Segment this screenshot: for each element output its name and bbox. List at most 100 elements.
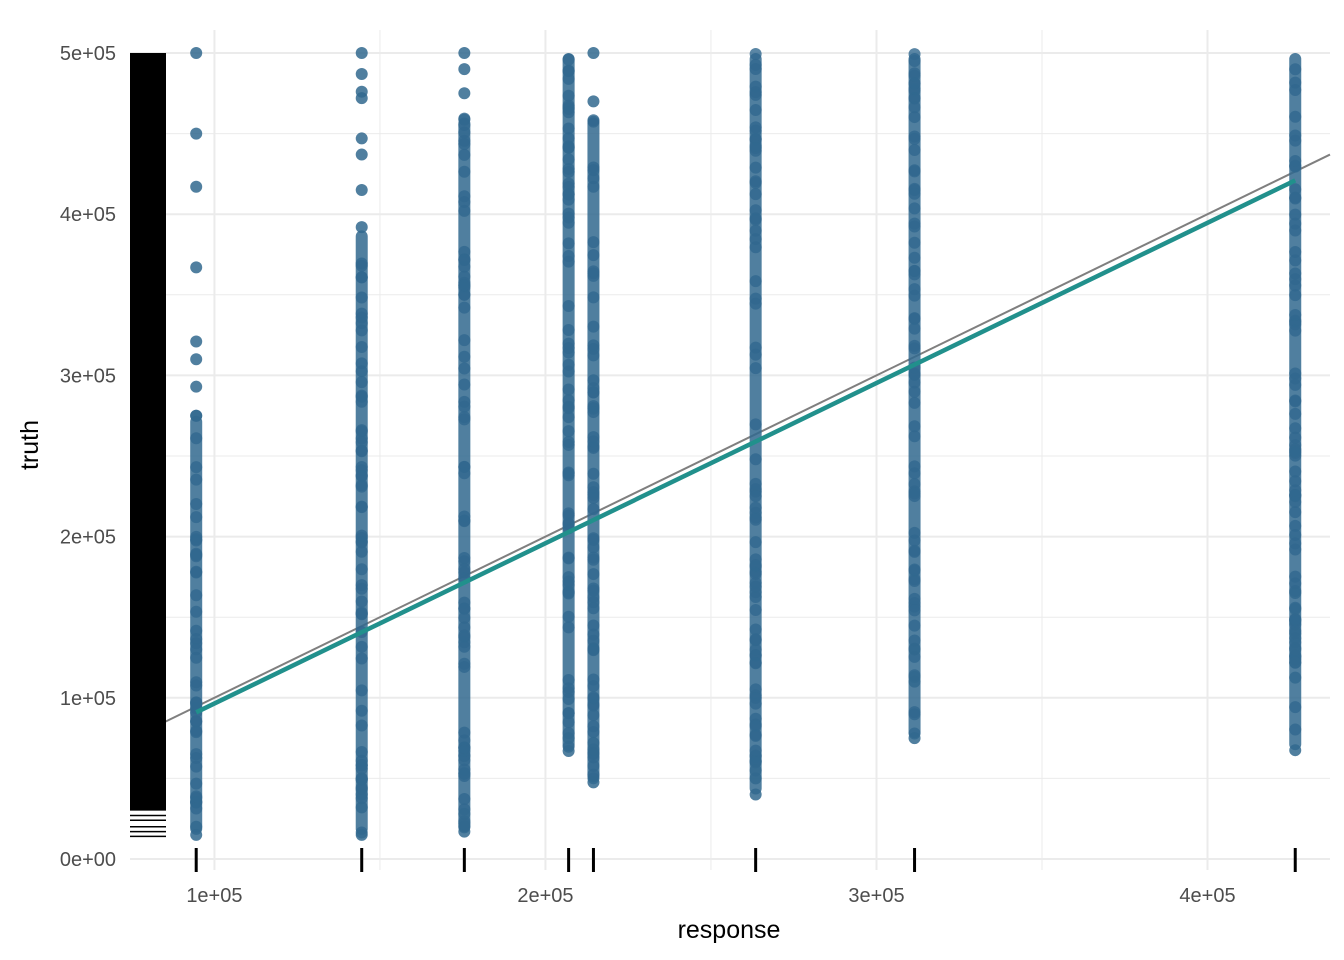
point xyxy=(1289,154,1302,167)
point xyxy=(1289,519,1302,532)
y-tick-label: 4e+05 xyxy=(60,204,116,226)
point xyxy=(749,58,762,71)
point xyxy=(355,257,368,270)
y-rug xyxy=(130,53,166,838)
point xyxy=(1289,528,1302,541)
point xyxy=(1289,506,1302,519)
point xyxy=(355,704,368,717)
point xyxy=(1289,395,1302,408)
point xyxy=(749,728,762,741)
point xyxy=(587,320,600,333)
point xyxy=(587,95,600,108)
point xyxy=(908,251,921,264)
point xyxy=(908,220,921,233)
point xyxy=(908,339,921,352)
point xyxy=(1289,656,1302,669)
point xyxy=(458,137,471,150)
point xyxy=(190,335,203,348)
point xyxy=(190,790,203,803)
point xyxy=(190,624,203,637)
point xyxy=(355,684,368,697)
point xyxy=(355,376,368,389)
point xyxy=(587,533,600,546)
point xyxy=(190,511,203,524)
points-layer xyxy=(190,47,1302,841)
point xyxy=(562,299,575,312)
point xyxy=(749,362,762,375)
point xyxy=(1289,267,1302,280)
point xyxy=(749,623,762,636)
point xyxy=(355,460,368,473)
point xyxy=(587,503,600,516)
point xyxy=(749,513,762,526)
point xyxy=(458,47,471,59)
point xyxy=(749,744,762,757)
point-column xyxy=(1289,53,1302,757)
point xyxy=(190,748,203,761)
point xyxy=(355,640,368,653)
point xyxy=(1289,63,1302,76)
point xyxy=(190,760,203,773)
point xyxy=(355,424,368,437)
point xyxy=(587,349,600,362)
point xyxy=(458,744,471,757)
point xyxy=(908,385,921,398)
x-rug xyxy=(194,848,1297,872)
point xyxy=(458,165,471,178)
point xyxy=(1289,445,1302,458)
point xyxy=(190,432,203,445)
point xyxy=(749,88,762,101)
point xyxy=(1289,324,1302,337)
point xyxy=(908,396,921,409)
point xyxy=(908,460,921,473)
point xyxy=(908,534,921,547)
point xyxy=(458,611,471,624)
point xyxy=(458,817,471,830)
point xyxy=(562,64,575,77)
point xyxy=(562,132,575,145)
point xyxy=(190,643,203,656)
point xyxy=(587,265,600,278)
point xyxy=(1289,627,1302,640)
point xyxy=(190,726,203,739)
point xyxy=(355,291,368,304)
point xyxy=(562,673,575,686)
point xyxy=(749,643,762,656)
point xyxy=(749,720,762,733)
minor-grid xyxy=(130,30,1330,870)
point xyxy=(587,115,600,128)
point xyxy=(1289,475,1302,488)
point xyxy=(190,651,203,664)
point xyxy=(562,438,575,451)
point xyxy=(749,657,762,670)
x-tick-label: 4e+05 xyxy=(1179,885,1235,907)
point xyxy=(1289,245,1302,258)
point xyxy=(355,436,368,449)
point xyxy=(562,53,575,66)
point xyxy=(749,241,762,254)
point xyxy=(587,236,600,249)
x-tick-label: 3e+05 xyxy=(848,885,904,907)
point xyxy=(562,402,575,415)
point xyxy=(458,253,471,266)
point xyxy=(1289,643,1302,656)
point xyxy=(562,578,575,591)
point xyxy=(355,801,368,814)
identity-line-layer xyxy=(159,153,1331,726)
point xyxy=(908,322,921,335)
point xyxy=(458,279,471,292)
point xyxy=(1289,744,1302,757)
point xyxy=(587,584,600,597)
point xyxy=(355,529,368,542)
point xyxy=(562,216,575,229)
point xyxy=(1289,587,1302,600)
point xyxy=(908,283,921,296)
point xyxy=(1289,537,1302,550)
y-tick-label: 2e+05 xyxy=(60,527,116,549)
point-column xyxy=(190,47,203,841)
point xyxy=(587,339,600,352)
point xyxy=(190,605,203,618)
point xyxy=(1289,465,1302,478)
point xyxy=(749,418,762,431)
point xyxy=(355,545,368,558)
